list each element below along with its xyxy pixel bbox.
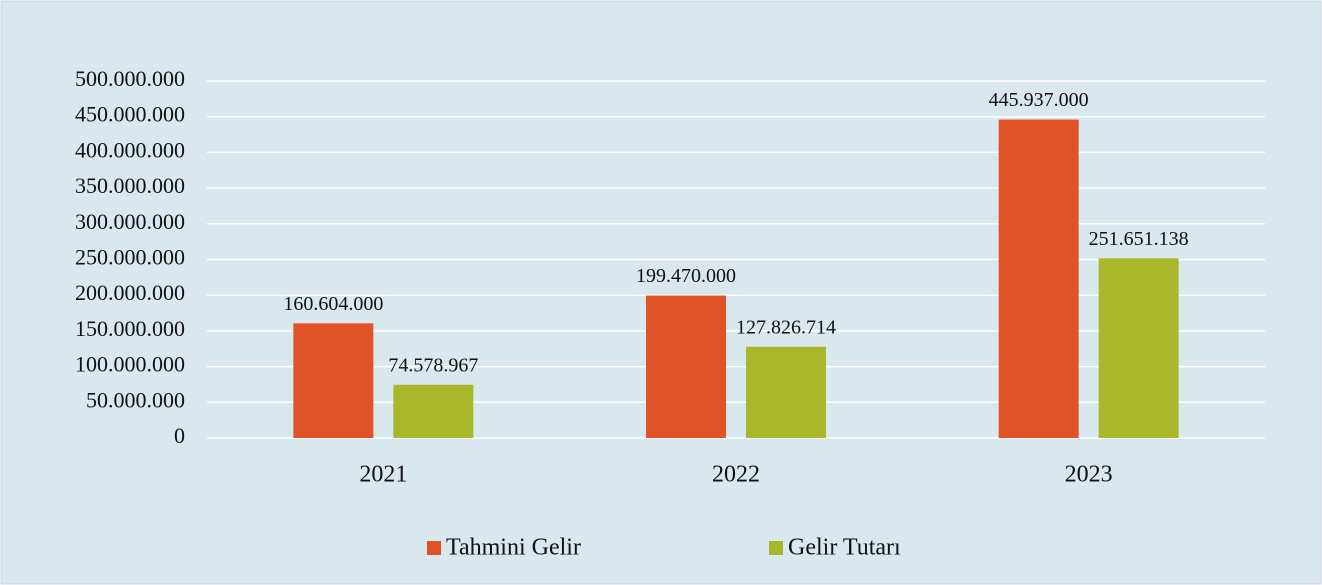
x-tick-label: 2022 [712,462,760,488]
y-tick-label: 450.000.000 [75,102,185,127]
bar [998,119,1079,438]
y-tick-label: 50.000.000 [86,387,185,412]
y-tick-label: 350.000.000 [75,173,185,198]
y-tick-label: 0 [174,423,185,448]
data-label: 127.826.714 [736,316,836,338]
y-tick-label: 200.000.000 [75,280,185,305]
data-label: 74.578.967 [388,354,478,376]
y-tick-label: 150.000.000 [75,316,185,341]
bar [393,384,474,438]
bar [746,346,826,438]
legend-label: Gelir Tutarı [788,535,901,561]
bar [646,295,726,438]
x-tick-label: 2023 [1065,462,1113,488]
data-label: 251.651.138 [1089,228,1189,250]
legend-label: Tahmini Gelir [446,535,581,561]
y-tick-label: 400.000.000 [75,137,185,162]
data-label: 445.937.000 [989,89,1089,111]
y-tick-label: 250.000.000 [75,245,185,270]
y-tick-label: 300.000.000 [75,209,185,234]
x-tick-label: 2021 [359,462,407,488]
y-tick-label: 500.000.000 [75,66,185,91]
legend-swatch [427,541,441,555]
bar [1098,258,1179,438]
y-tick-label: 100.000.000 [75,352,185,377]
data-label: 160.604.000 [283,293,383,315]
data-label: 199.470.000 [636,265,736,287]
bar [293,323,374,438]
legend-swatch [769,541,783,555]
